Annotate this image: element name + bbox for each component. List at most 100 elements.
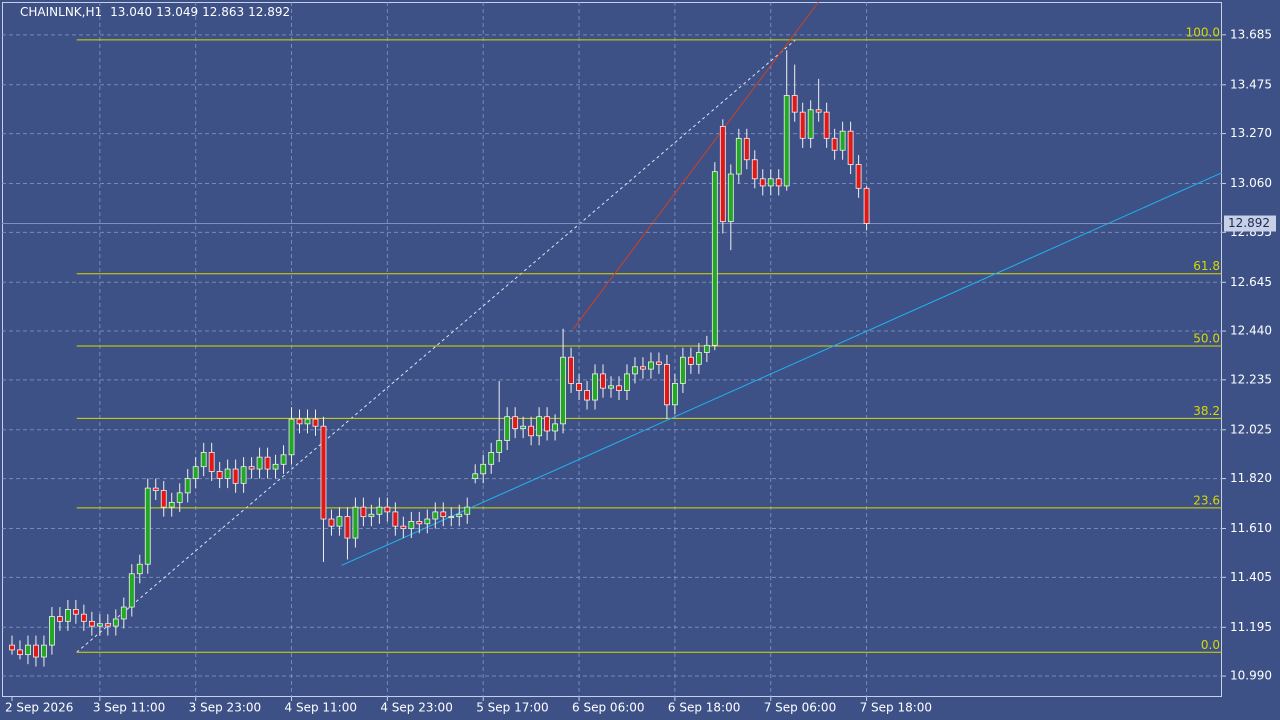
y-tick-label: 13.475 [1230,77,1272,91]
candle-body [488,452,495,465]
candle-body [288,418,295,456]
candle-body [33,644,39,658]
candle-body [104,623,111,627]
header-close: 12.892 [248,5,290,19]
candle-body [200,452,207,468]
candle-body [248,466,255,470]
candle-body [384,506,391,513]
candle-body [719,126,726,223]
y-tick-label: 13.685 [1230,27,1272,41]
candle-body [448,516,455,519]
candle-body [632,366,638,375]
candle-body [759,178,766,187]
candle-body [176,492,183,503]
trendline [341,172,1223,566]
candle-body [240,466,247,484]
chart-header: CHAINLNK,H1 13.040 13.049 12.863 12.892 [20,5,290,19]
candle-body [727,173,734,223]
x-tick-label: 5 Sep 17:00 [476,701,548,715]
candle-body [608,385,614,389]
candle-body [664,363,670,406]
candle-body [775,178,782,187]
header-open: 13.040 [110,5,152,19]
candle-body [640,366,646,370]
y-tick-label: 12.235 [1230,372,1272,386]
candle-body [320,425,327,520]
fibo-level-label: 100.0 [1186,25,1220,39]
candle-body [96,623,103,627]
y-tick-label: 13.060 [1230,176,1272,190]
x-tick-label: 4 Sep 11:00 [285,701,357,715]
candle-body [695,352,702,365]
candle-body [368,513,375,518]
candle-body [57,616,63,622]
candle-body [815,109,822,113]
candle-body [496,440,503,453]
candle-body [799,111,806,139]
candle-body [528,425,535,437]
candle-body [216,471,223,479]
x-tick-label: 4 Sep 23:00 [380,701,452,715]
candle-body [392,511,399,527]
y-tick-label: 13.270 [1230,126,1272,140]
x-tick-label: 3 Sep 23:00 [189,701,261,715]
candle-body [464,506,471,515]
candle-body [560,356,566,425]
header-high: 13.049 [156,5,198,19]
candle-body [184,478,191,494]
y-tick-label: 11.195 [1230,620,1272,634]
candle-body [839,130,846,151]
y-tick-label: 12.025 [1230,422,1272,436]
candle-body [823,111,830,139]
candle-body [17,649,23,656]
fibo-level-label: 23.6 [1193,493,1220,507]
candle-body [504,416,511,441]
candle-body [831,137,838,151]
candle-body [336,516,343,527]
candle-body [520,425,527,430]
candle-body [400,525,407,529]
candle-body [168,501,175,508]
candle-body [256,456,263,470]
candle-body [656,361,662,365]
axis-layer: 10.990 11.195 11.405 11.610 11.820 12.025 12.2… [5,27,1276,715]
candle-body [767,178,774,187]
candle-body [648,361,654,370]
candle-body [743,137,750,161]
candle-body [408,521,415,529]
fibo-level-label: 50.0 [1193,332,1220,346]
candle-body [296,418,303,425]
candle-body [584,390,590,401]
candle-body [751,159,758,180]
y-tick-label: 10.990 [1230,669,1272,683]
candle-body [64,609,71,622]
fibo-level-label: 61.8 [1193,259,1220,273]
candle-body [416,521,423,525]
candle-body [120,606,127,620]
candle-body [344,516,351,539]
candle-body [280,454,287,465]
candle-body [703,344,710,353]
symbol: CHAINLNK,H1 [20,5,102,19]
candle-body [711,171,718,346]
candle-body [592,373,598,401]
candle-body [192,466,199,479]
drawings-layer: 100.0 61.8 50.0 38.2 23.6 0.0 [2,1,1223,653]
candles-layer [9,50,870,667]
candle-body [160,490,167,508]
y-tick-label: 11.820 [1230,471,1272,485]
candle-body [152,487,159,491]
x-tick-label: 2 Sep 2026 [5,701,73,715]
candle-body [456,513,463,518]
candle-body [352,506,359,539]
candle-body [552,423,558,432]
x-tick-label: 3 Sep 11:00 [93,701,165,715]
candle-body [472,473,479,479]
candle-body [128,573,135,608]
candle-body [735,137,742,175]
candle-body [272,463,279,470]
candle-body [480,463,487,475]
candle-body [25,644,31,656]
fibo-level-label: 0.0 [1201,638,1220,652]
